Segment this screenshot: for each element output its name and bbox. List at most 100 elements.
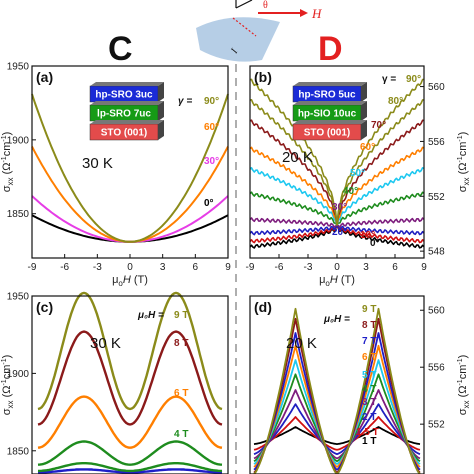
panel-b: 548 552 556 560 -9 -6 -3 0 3 6 9 μoH (T) σxx (Ω-1cm-… xyxy=(246,65,471,288)
series-line xyxy=(37,330,223,426)
y-tick-label: 1850 xyxy=(7,446,30,457)
series-line xyxy=(253,389,421,460)
y-tick-label: 1850 xyxy=(7,209,30,220)
inset-layer-top xyxy=(90,120,164,124)
legend-entry: 10° xyxy=(360,230,375,241)
legend-entry: 0° xyxy=(204,198,214,209)
x-tick-label: 6 xyxy=(392,262,398,273)
series-line xyxy=(31,146,229,243)
series-line xyxy=(37,395,223,449)
y-tick-label: 548 xyxy=(428,247,445,258)
series-line xyxy=(31,93,229,243)
legend-entry: 20° xyxy=(332,227,347,238)
series-line xyxy=(253,359,421,465)
series-line xyxy=(253,403,421,456)
x-tick-label: 3 xyxy=(160,262,166,273)
inset-layer-side xyxy=(361,120,367,140)
inset-layer-side xyxy=(158,101,164,121)
plot-frame xyxy=(31,295,229,474)
legend-entry: 8 T xyxy=(362,320,376,331)
series-line xyxy=(253,332,421,471)
legend-entry: 3 T xyxy=(362,397,376,408)
x-tick-label: -3 xyxy=(93,262,102,273)
inset-layer-side xyxy=(361,101,367,121)
y-tick-label: 552 xyxy=(428,420,445,431)
legend-entry: 70° xyxy=(371,120,386,131)
panel-label: (b) xyxy=(254,69,272,85)
y-axis-label: σxx (Ω-1cm-1) xyxy=(1,355,15,416)
legend-entry: 6 T xyxy=(174,388,188,399)
y-tick-label: 560 xyxy=(428,306,445,317)
x-tick-label: -9 xyxy=(246,262,255,273)
series-line xyxy=(249,78,425,226)
x-tick-label: -6 xyxy=(275,262,284,273)
y-axis-label: σxx (Ω-1cm-1) xyxy=(1,132,15,193)
series-line xyxy=(31,195,229,243)
x-tick-label: 9 xyxy=(225,262,231,273)
legend-entry: 90° xyxy=(204,96,219,107)
label-D: D xyxy=(318,30,343,68)
legend-entry: 1 T xyxy=(362,436,376,447)
y-tick-label: 1900 xyxy=(7,135,30,146)
panel-d: 552 556 560 σxx (Ω-1cm-1) (d) 20 K μ₀H = 1 T1.5… xyxy=(249,295,471,474)
y-tick-label: 1950 xyxy=(7,62,30,73)
sample-plate xyxy=(196,17,280,62)
legend-entry: 50° xyxy=(350,168,365,179)
plot-frame xyxy=(249,295,425,474)
series-line xyxy=(37,291,223,411)
panel-a: 1850 1900 1950 -9 -6 -3 0 3 6 9 μoH (T) σxx (Ω-1cm-… xyxy=(1,62,231,289)
label-C: C xyxy=(108,30,133,68)
y-axis-label: σxx (Ω-1cm-1) xyxy=(457,132,471,193)
legend-entry: 4 T xyxy=(362,384,376,395)
schematic: H θ I xyxy=(196,0,322,62)
series-line xyxy=(253,317,421,474)
temperature-label: 30 K xyxy=(82,155,113,172)
y-tick-label: 556 xyxy=(428,137,445,148)
legend-entry: 80° xyxy=(388,96,403,107)
x-tick-label: 0 xyxy=(334,262,340,273)
y-axis-label: σxx (Ω-1cm-1) xyxy=(457,355,471,416)
legend-title: μ₀H = xyxy=(137,310,164,321)
legend-entry: 6 T xyxy=(362,352,376,363)
legend-entry: 60° xyxy=(204,122,219,133)
legend-entry: 9 T xyxy=(174,310,188,321)
y-tick-label: 556 xyxy=(428,363,445,374)
y-tick-label: 1900 xyxy=(7,369,30,380)
legend-entry: 90° xyxy=(406,74,421,85)
legend-entry: 8 T xyxy=(174,338,188,349)
legend-entry: 60° xyxy=(360,142,375,153)
legend-entry: 30° xyxy=(204,156,219,167)
inset-layer-top xyxy=(90,101,164,105)
temperature-label: 30 K xyxy=(90,335,121,352)
series-line xyxy=(37,440,223,466)
y-tick-label: 560 xyxy=(428,82,445,93)
inset-label: lp-SRO 7uc xyxy=(97,109,151,120)
panel-label: (c) xyxy=(36,299,53,315)
x-axis-label: μoH (T) xyxy=(112,274,148,288)
inset-layer-top xyxy=(90,82,164,86)
legend-entry: 7 T xyxy=(362,336,376,347)
legend-entry: 1.5 T xyxy=(356,427,379,438)
y-tick-label: 552 xyxy=(428,192,445,203)
legend-title: μ₀H = xyxy=(323,314,350,325)
series-line xyxy=(249,146,425,226)
panel-c: 1850 1900 1950 σxx (Ω-1cm-1) (c) 30 K μ₀H = 4 T… xyxy=(1,291,229,474)
H-label: H xyxy=(311,6,322,21)
legend-entry: 0° xyxy=(370,238,380,249)
series-line xyxy=(253,416,421,451)
series-line xyxy=(253,307,421,474)
series-line xyxy=(249,167,425,226)
temperature-label: 20 K xyxy=(282,149,313,166)
inset-layer-top xyxy=(293,120,367,124)
series-line xyxy=(38,462,222,473)
series-line xyxy=(37,468,223,474)
temperature-label: 20 K xyxy=(286,335,317,352)
x-tick-label: -6 xyxy=(60,262,69,273)
inset-label: STO (001) xyxy=(101,128,148,139)
series-line xyxy=(253,373,421,463)
x-axis-label: μoH (T) xyxy=(319,274,355,288)
series-line xyxy=(253,344,421,468)
legend-entry: 30° xyxy=(332,202,347,213)
panel-label: (a) xyxy=(36,69,53,85)
